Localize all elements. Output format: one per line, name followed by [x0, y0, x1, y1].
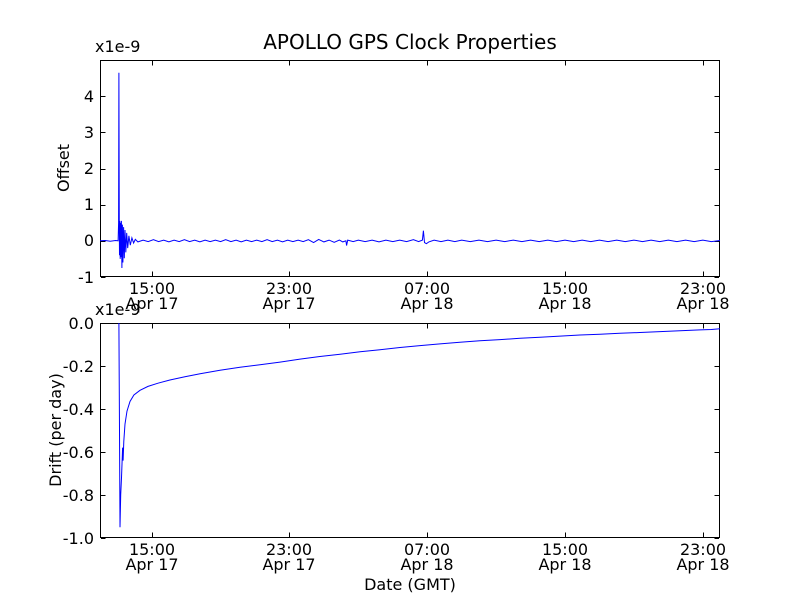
offset-ytick-label: 1 — [83, 195, 94, 214]
drift-axis-label: Drift (per day) — [46, 373, 65, 487]
drift-ytick-label: -0.8 — [62, 486, 94, 505]
offset-ytick-label: -1 — [78, 268, 94, 287]
offset-xtick-time-label: 23:00 — [679, 279, 727, 298]
offset-xtick-time-label: 15:00 — [128, 279, 176, 298]
drift-plot — [100, 322, 721, 539]
drift-scale-factor-label: x1e-9 — [95, 300, 141, 319]
offset-xtick-date-label: Apr 17 — [125, 294, 179, 313]
offset-ytick-label: 3 — [83, 123, 94, 142]
offset-axes-frame — [100, 60, 720, 277]
drift-ytick-label: 0.0 — [68, 314, 94, 333]
figure-title: APOLLO GPS Clock Properties — [263, 30, 557, 54]
offset-ytick-label: 4 — [83, 87, 94, 106]
drift-ytick-label: -0.2 — [62, 357, 94, 376]
offset-xtick-time-label: 23:00 — [265, 279, 313, 298]
drift-ytick-label: -0.4 — [62, 400, 94, 419]
drift-xtick-date-label: Apr 18 — [400, 555, 454, 574]
drift-xtick-time-label: 23:00 — [679, 540, 727, 559]
offset-xtick-time-label: 07:00 — [403, 279, 451, 298]
gps-clock-drift-line — [118, 322, 721, 528]
offset-xtick-time-label: 15:00 — [541, 279, 589, 298]
offset-xtick-date-label: Apr 18 — [400, 294, 454, 313]
drift-xtick-time-label: 23:00 — [265, 540, 313, 559]
drift-xtick-time-label: 15:00 — [541, 540, 589, 559]
drift-xtick-date-label: Apr 18 — [538, 555, 592, 574]
gps-clock-offset-line — [99, 72, 721, 269]
drift-ytick-label: -1.0 — [62, 529, 94, 548]
drift-xtick-date-label: Apr 17 — [125, 555, 179, 574]
offset-plot — [99, 60, 721, 278]
offset-xtick-date-label: Apr 18 — [538, 294, 592, 313]
offset-ytick-label: 2 — [83, 159, 94, 178]
offset-ytick-label: 0 — [83, 231, 94, 250]
offset-xtick-date-label: Apr 18 — [676, 294, 730, 313]
drift-ytick-label: -0.6 — [62, 443, 94, 462]
drift-xtick-date-label: Apr 17 — [262, 555, 316, 574]
drift-axes-frame — [100, 323, 720, 538]
offset-scale-factor-label: x1e-9 — [95, 37, 141, 56]
drift-xtick-time-label: 07:00 — [403, 540, 451, 559]
drift-xtick-date-label: Apr 18 — [676, 555, 730, 574]
drift-xtick-time-label: 15:00 — [128, 540, 176, 559]
date-axis-label: Date (GMT) — [364, 575, 456, 594]
offset-xtick-date-label: Apr 17 — [262, 294, 316, 313]
